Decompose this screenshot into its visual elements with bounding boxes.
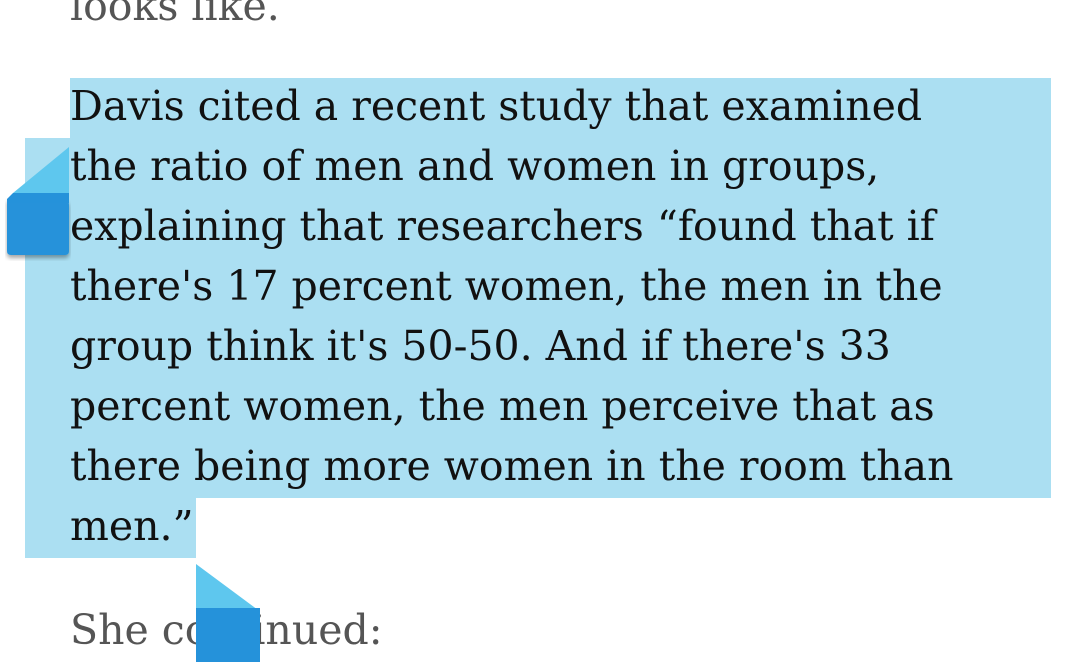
selection-highlight-main [70,78,1051,498]
quote-line: there's 17 percent women, the men in the [70,262,943,310]
quote-line: Davis cited a recent study that examined [70,82,923,130]
quote-line: there being more women in the room than [70,442,954,490]
quote-line: explaining that researchers “found that … [70,202,935,250]
selection-end-handle[interactable] [196,564,262,662]
selection-start-handle[interactable] [5,145,71,261]
previous-paragraph-text: looks like. [70,0,280,30]
selection-highlight-last-line [70,498,196,558]
quote-line: group think it's 50-50. And if there's 3… [70,322,891,370]
quote-line: the ratio of men and women in groups, [70,142,880,190]
quote-line: percent women, the men perceive that as [70,382,935,430]
quote-line: men.” [70,502,194,550]
